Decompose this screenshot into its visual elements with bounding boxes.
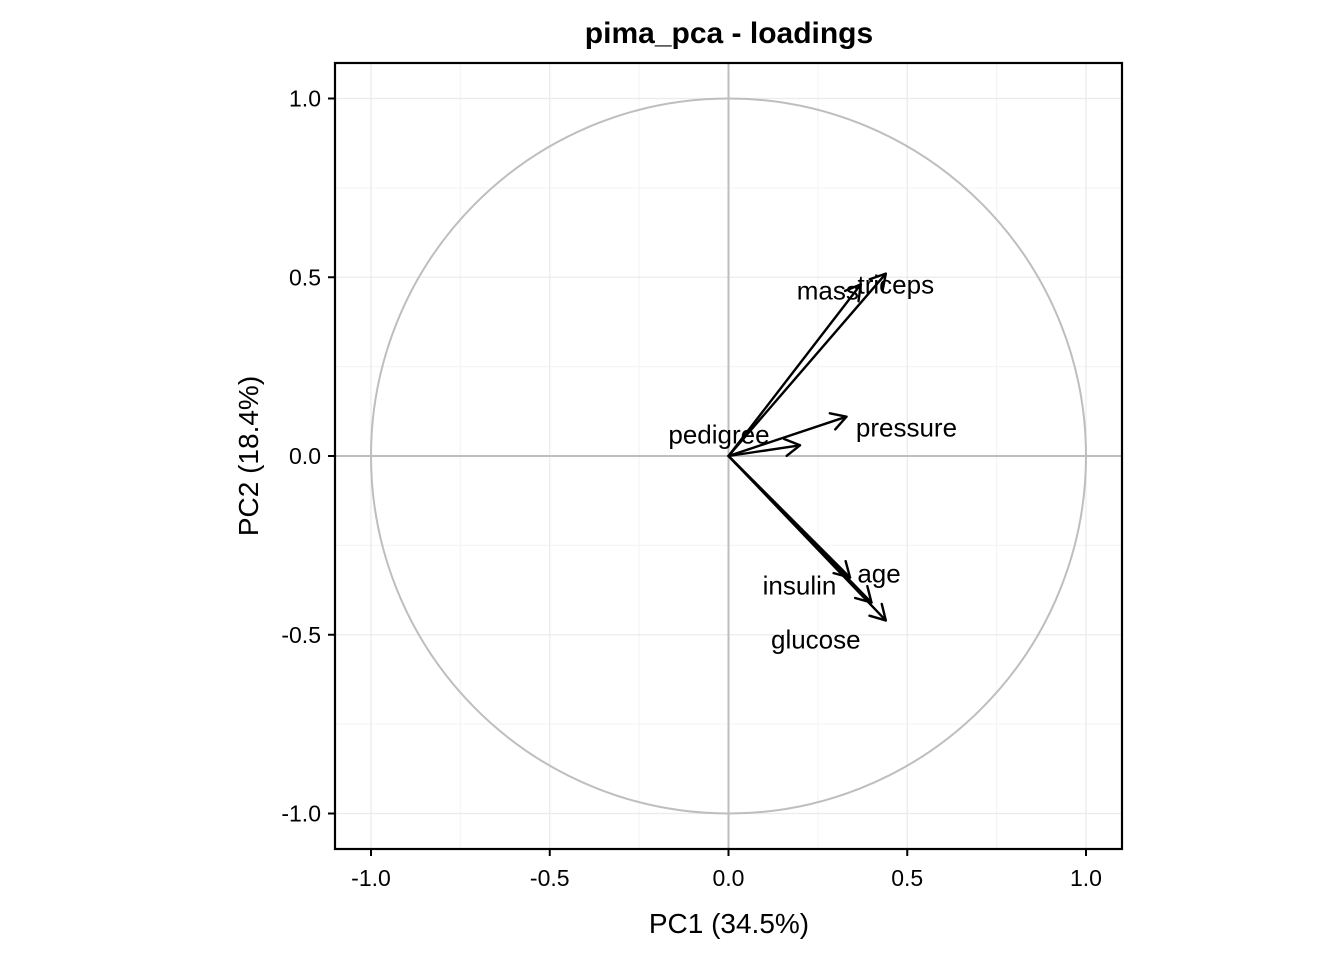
label-glucose: glucose <box>771 624 861 654</box>
x-tick-label: 1.0 <box>1070 865 1102 891</box>
y-tick-label: 1.0 <box>289 86 321 112</box>
arrow-head-age <box>832 559 852 579</box>
arrow-shaft-triceps <box>727 272 887 458</box>
x-tick-label: 0.0 <box>713 865 745 891</box>
arrow-head-triceps <box>868 272 887 292</box>
arrow-mass <box>727 283 862 458</box>
x-axis: -1.0 -0.5 0.0 0.5 1.0 <box>351 849 1102 891</box>
label-pressure: pressure <box>856 413 957 443</box>
arrow-head-insulin <box>853 584 873 604</box>
y-tick-label: 0.5 <box>289 264 321 290</box>
arrow-shaft-glucose <box>727 454 887 622</box>
unit-circle <box>370 97 1087 815</box>
arrow-pressure <box>727 412 848 458</box>
label-pedigree: pedigree <box>668 419 769 449</box>
loading-arrows <box>727 272 887 622</box>
x-tick-label: 0.5 <box>891 865 923 891</box>
chart-title: pima_pca - loadings <box>585 17 873 50</box>
y-tick-label: -1.0 <box>281 801 321 827</box>
y-axis: -1.0 -0.5 0.0 0.5 1.0 <box>281 86 335 827</box>
arrow-shaft-pedigree <box>727 444 802 458</box>
x-axis-title: PC1 (34.5%) <box>649 908 809 939</box>
label-triceps: triceps <box>858 270 935 300</box>
label-age: age <box>857 559 900 589</box>
y-axis-title: PC2 (18.4%) <box>233 376 264 536</box>
label-mass: mass <box>797 275 859 305</box>
label-insulin: insulin <box>763 571 837 601</box>
arrow-shaft-mass <box>727 283 862 458</box>
x-tick-label: -1.0 <box>351 865 391 891</box>
arrow-shaft-pressure <box>727 415 848 458</box>
y-tick-label: 0.0 <box>289 443 321 469</box>
arrow-glucose <box>727 454 887 622</box>
arrow-pedigree <box>727 437 802 458</box>
arrow-head-pressure <box>828 412 848 431</box>
x-tick-label: -0.5 <box>530 865 570 891</box>
arrow-head-pedigree <box>782 437 802 458</box>
y-tick-label: -0.5 <box>281 622 321 648</box>
arrow-head-glucose <box>868 602 887 622</box>
arrow-head-mass <box>843 283 862 303</box>
arrow-triceps <box>727 272 887 458</box>
